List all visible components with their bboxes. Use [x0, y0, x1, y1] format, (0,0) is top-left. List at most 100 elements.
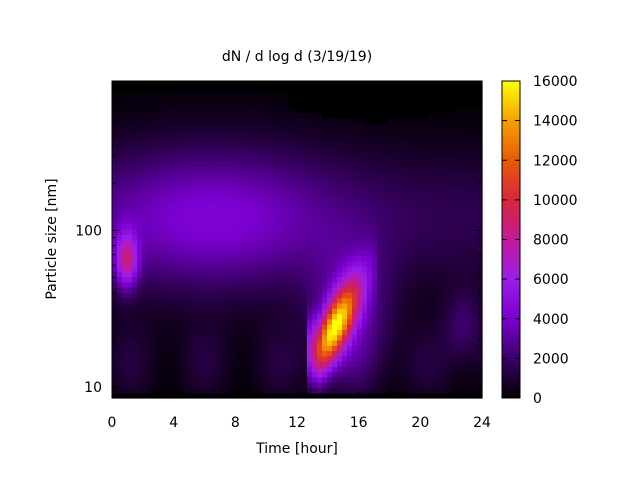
heatmap-cell: [267, 96, 273, 103]
heatmap-cell: [257, 91, 263, 98]
heatmap-cell: [257, 197, 263, 204]
heatmap-cell: [117, 271, 123, 278]
heatmap-cell: [137, 107, 143, 114]
heatmap-cell: [312, 96, 318, 103]
heatmap-cell: [277, 276, 283, 283]
heatmap-cell: [167, 96, 173, 103]
heatmap-cell: [342, 244, 348, 251]
heatmap-cell: [462, 218, 468, 225]
heatmap-cell: [417, 160, 423, 167]
heatmap-cell: [252, 339, 258, 346]
heatmap-cell: [372, 334, 378, 341]
heatmap-cell: [442, 318, 448, 325]
heatmap-cell: [162, 191, 168, 198]
heatmap-cell: [247, 260, 253, 267]
heatmap-cell: [237, 308, 243, 315]
heatmap-cell: [217, 234, 223, 241]
heatmap-cell: [117, 239, 123, 246]
heatmap-cell: [337, 302, 343, 309]
heatmap-cell: [362, 371, 368, 378]
heatmap-cell: [362, 324, 368, 330]
heatmap-cell: [367, 366, 373, 373]
heatmap-cell: [402, 255, 408, 262]
heatmap-cell: [292, 271, 298, 278]
heatmap-cell: [462, 276, 468, 283]
heatmap-cell: [177, 81, 183, 87]
heatmap-cell: [217, 123, 223, 130]
heatmap-cell: [392, 271, 398, 278]
heatmap-cell: [132, 355, 138, 362]
heatmap-cell: [222, 176, 228, 182]
heatmap-cell: [187, 355, 193, 362]
heatmap-cell: [437, 207, 443, 214]
heatmap-cell: [222, 107, 228, 114]
heatmap-cell: [252, 154, 258, 161]
heatmap-cell: [432, 149, 438, 156]
heatmap-cell: [167, 339, 173, 346]
heatmap-cell: [397, 191, 403, 198]
heatmap-cell: [197, 271, 203, 278]
heatmap-cell: [262, 308, 268, 315]
heatmap-cell: [432, 133, 438, 140]
heatmap-cell: [347, 139, 353, 145]
heatmap-cell: [312, 302, 318, 309]
heatmap-cell: [197, 329, 203, 336]
heatmap-cell: [447, 165, 453, 172]
heatmap-cell: [212, 123, 218, 130]
heatmap-cell: [142, 265, 148, 272]
heatmap-cell: [447, 181, 453, 188]
heatmap-cell: [422, 292, 428, 299]
heatmap-cell: [182, 186, 188, 193]
heatmap-cell: [332, 117, 338, 124]
heatmap-cell: [272, 176, 278, 182]
heatmap-cell: [357, 387, 363, 394]
heatmap-cell: [172, 133, 178, 140]
heatmap-cell: [197, 313, 203, 320]
heatmap-cell: [372, 376, 378, 383]
heatmap-cell: [282, 96, 288, 103]
heatmap-cell: [377, 181, 383, 188]
heatmap-cell: [422, 260, 428, 267]
heatmap-cell: [202, 197, 208, 204]
heatmap-cell: [437, 302, 443, 309]
heatmap-cell: [297, 271, 303, 278]
heatmap-cell: [222, 128, 228, 135]
heatmap-cell: [432, 287, 438, 293]
heatmap-cell: [472, 297, 478, 304]
heatmap-cell: [187, 318, 193, 325]
heatmap-cell: [232, 276, 238, 283]
heatmap-cell: [282, 260, 288, 267]
heatmap-cell: [192, 223, 198, 230]
heatmap-cell: [302, 228, 308, 235]
heatmap-cell: [427, 334, 433, 341]
heatmap-cell: [407, 223, 413, 230]
heatmap-cell: [217, 276, 223, 283]
heatmap-cell: [212, 81, 218, 87]
heatmap-cell: [182, 361, 188, 367]
heatmap-cell: [112, 355, 118, 362]
heatmap-cell: [282, 107, 288, 114]
heatmap-cell: [147, 271, 153, 278]
heatmap-cell: [112, 308, 118, 315]
heatmap-cell: [392, 260, 398, 267]
heatmap-cell: [117, 154, 123, 161]
heatmap-cell: [187, 81, 193, 87]
heatmap-cell: [117, 281, 123, 288]
heatmap-cell: [267, 176, 273, 182]
heatmap-cell: [272, 366, 278, 373]
heatmap-cell: [122, 228, 128, 235]
heatmap-cell: [207, 366, 213, 373]
heatmap-cell: [277, 392, 283, 399]
heatmap-cell: [222, 218, 228, 225]
heatmap-cell: [352, 186, 358, 193]
heatmap-cell: [397, 350, 403, 357]
heatmap-cell: [427, 112, 433, 119]
heatmap-cell: [222, 239, 228, 246]
heatmap-cell: [272, 260, 278, 267]
heatmap-cell: [152, 302, 158, 309]
heatmap-cell: [202, 202, 208, 209]
heatmap-cell: [117, 228, 123, 235]
heatmap-cell: [267, 81, 273, 87]
heatmap-cell: [157, 223, 163, 230]
heatmap-cell: [407, 250, 413, 256]
